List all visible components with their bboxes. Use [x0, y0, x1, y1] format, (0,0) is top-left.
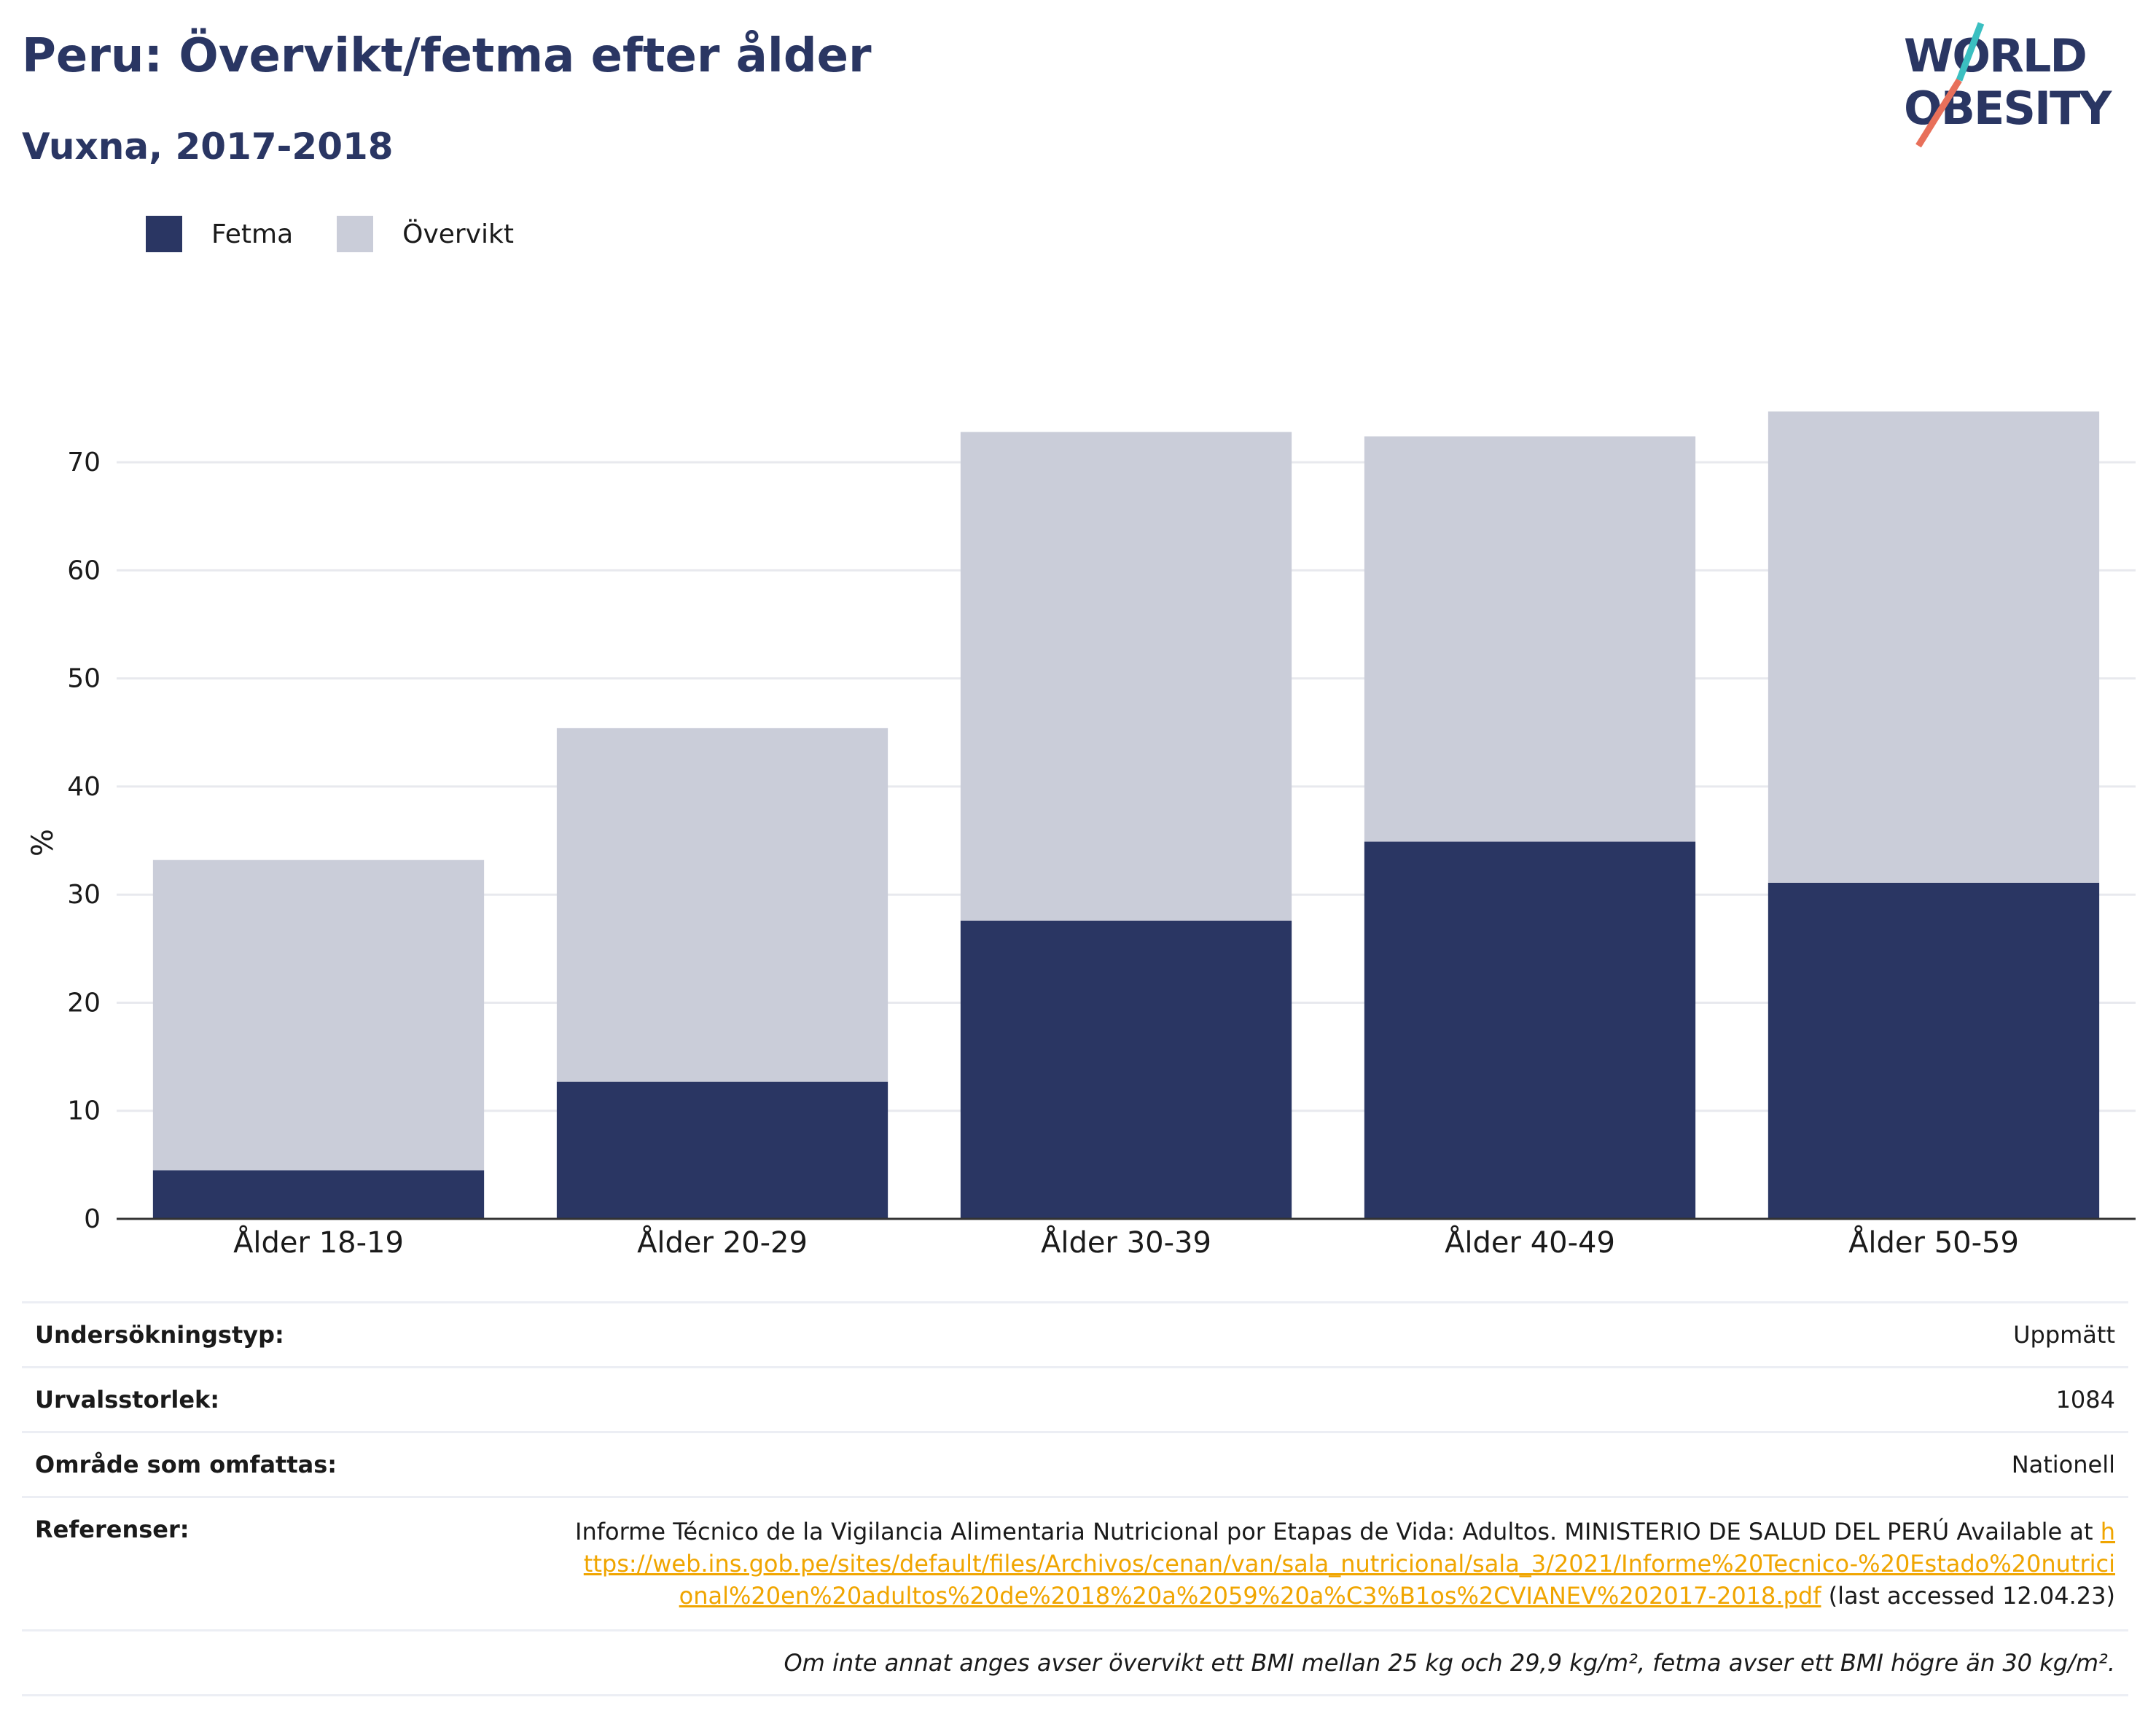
- bmi-note: Om inte annat anges avser övervikt ett B…: [784, 1649, 2115, 1677]
- bar-fetma-4: [1364, 841, 1696, 1219]
- area-value: Nationell: [2011, 1451, 2115, 1478]
- info-row-sample-size: Urvalsstorlek: 1084: [22, 1366, 2128, 1431]
- chart-legend: Fetma Övervikt: [146, 216, 558, 252]
- bar-overvikt-3: [960, 432, 1292, 921]
- legend-item-fetma[interactable]: Fetma: [146, 216, 293, 252]
- y-tick-label-20: 20: [67, 988, 101, 1018]
- sample-size-value: 1084: [2055, 1386, 2115, 1414]
- bar-overvikt-4: [1364, 436, 1696, 842]
- bar-overvikt-5: [1768, 411, 2100, 883]
- legend-item-overvikt[interactable]: Övervikt: [337, 216, 514, 252]
- world-obesity-logo: WORLD OBESITY: [1904, 22, 2114, 148]
- bar-overvikt-2: [556, 728, 888, 1082]
- bar-fetma-2: [556, 1081, 888, 1219]
- reference-text: Informe Técnico de la Vigilancia Aliment…: [575, 1518, 2093, 1545]
- legend-label-overvikt: Övervikt: [402, 219, 514, 249]
- info-row-note: Om inte annat anges avser övervikt ett B…: [22, 1629, 2128, 1696]
- x-tick-label-1: Ålder 18-19: [233, 1225, 404, 1260]
- reference-link[interactable]: https://web.ins.gob.pe/sites/default/fil…: [583, 1518, 2115, 1610]
- x-tick-label-2: Ålder 20-29: [637, 1225, 808, 1260]
- info-row-area: Område som omfattas: Nationell: [22, 1431, 2128, 1496]
- x-tick-label-4: Ålder 40-49: [1445, 1225, 1615, 1260]
- references-label: Referenser:: [35, 1516, 190, 1543]
- info-table: Undersökningstyp: Uppmätt Urvalsstorlek:…: [22, 1301, 2128, 1696]
- svg-text:WORLD: WORLD: [1904, 29, 2086, 82]
- chart-subtitle: Vuxna, 2017-2018: [22, 125, 394, 168]
- y-tick-label-60: 60: [67, 555, 101, 585]
- legend-swatch-overvikt: [337, 216, 374, 252]
- x-tick-label-3: Ålder 30-39: [1041, 1225, 1211, 1260]
- bar-fetma-1: [152, 1170, 485, 1219]
- stacked-bar-chart: 0 10 20 30 40 50 60 70% Ålder 18-19 Ålder 20-29 Ål…: [26, 411, 2136, 1260]
- bar-overvikt-1: [152, 859, 485, 1171]
- info-row-survey-type: Undersökningstyp: Uppmätt: [22, 1301, 2128, 1366]
- x-tick-label-5: Ålder 50-59: [1848, 1225, 2019, 1260]
- survey-type-value: Uppmätt: [2013, 1321, 2115, 1349]
- reference-accessed: (last accessed 12.04.23): [1828, 1582, 2115, 1610]
- sample-size-label: Urvalsstorlek:: [35, 1386, 220, 1414]
- y-tick-label-10: 10: [67, 1096, 101, 1126]
- y-tick-label-50: 50: [67, 664, 101, 694]
- y-tick-label-0: 0: [84, 1204, 101, 1234]
- y-axis-label: %: [26, 829, 60, 857]
- info-row-references: Referenser: Informe Técnico de la Vigila…: [22, 1496, 2128, 1629]
- survey-type-label: Undersökningstyp:: [35, 1321, 284, 1349]
- chart-title: Peru: Övervikt/fetma efter ålder: [22, 29, 872, 83]
- references-value: Informe Técnico de la Vigilancia Aliment…: [570, 1516, 2128, 1612]
- bar-fetma-3: [960, 920, 1292, 1219]
- legend-label-fetma: Fetma: [211, 219, 294, 249]
- legend-swatch-fetma: [146, 216, 182, 252]
- bar-fetma-5: [1768, 882, 2100, 1219]
- y-tick-label-40: 40: [67, 772, 101, 802]
- area-label: Område som omfattas:: [35, 1451, 337, 1478]
- y-tick-label-70: 70: [67, 448, 101, 477]
- y-tick-label-30: 30: [67, 880, 101, 910]
